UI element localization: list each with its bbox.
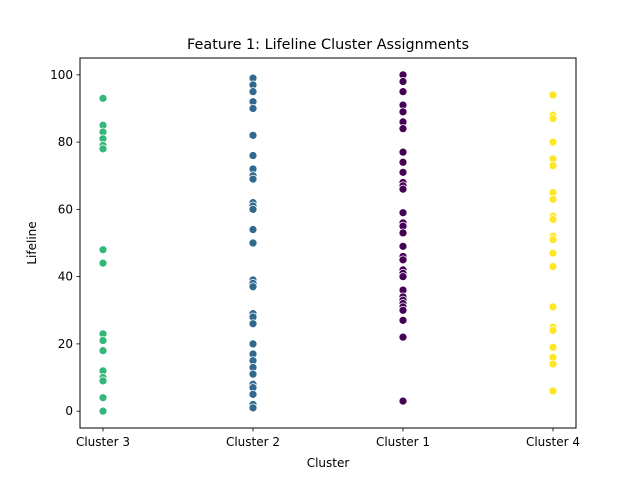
data-point bbox=[248, 87, 258, 97]
data-point bbox=[248, 403, 258, 413]
y-tick-label: 20 bbox=[58, 337, 73, 351]
data-point bbox=[398, 77, 408, 86]
y-tick-label: 100 bbox=[50, 68, 73, 82]
y-tick-label: 60 bbox=[58, 202, 73, 216]
data-point bbox=[398, 228, 408, 238]
data-point bbox=[398, 87, 408, 97]
y-tick-label: 0 bbox=[65, 404, 73, 418]
data-point bbox=[548, 248, 558, 258]
data-point bbox=[398, 107, 408, 117]
data-point bbox=[98, 336, 108, 345]
data-point bbox=[398, 208, 408, 218]
data-point bbox=[248, 104, 258, 113]
data-point bbox=[398, 147, 408, 157]
data-point bbox=[398, 305, 408, 315]
data-point bbox=[398, 167, 408, 177]
data-point bbox=[248, 151, 258, 160]
data-point bbox=[98, 376, 108, 386]
data-point bbox=[548, 114, 558, 123]
data-point bbox=[548, 137, 558, 147]
data-point bbox=[98, 245, 108, 255]
data-point bbox=[398, 255, 408, 265]
chart-title: Feature 1: Lifeline Cluster Assignments bbox=[187, 37, 469, 53]
data-point bbox=[248, 130, 258, 140]
data-point bbox=[398, 241, 408, 251]
data-point bbox=[398, 332, 408, 342]
data-point bbox=[248, 339, 258, 349]
data-point bbox=[398, 396, 408, 406]
data-point bbox=[398, 184, 408, 194]
data-point bbox=[248, 319, 258, 329]
y-axis: 0 20 40 60 80 100 bbox=[50, 68, 80, 418]
data-point bbox=[98, 406, 108, 416]
data-point bbox=[548, 386, 558, 396]
data-point bbox=[248, 225, 258, 234]
x-tick-label: Cluster 1 bbox=[376, 435, 430, 449]
data-point bbox=[548, 302, 558, 312]
data-points bbox=[98, 70, 558, 416]
data-point bbox=[398, 157, 408, 167]
data-point bbox=[398, 315, 408, 325]
data-point bbox=[548, 90, 558, 100]
data-point bbox=[248, 389, 258, 399]
data-point bbox=[98, 346, 108, 356]
x-axis-title: Cluster bbox=[307, 456, 350, 470]
x-axis: Cluster 3 Cluster 2 Cluster 1 Cluster 4 bbox=[76, 428, 580, 449]
y-tick-label: 40 bbox=[58, 270, 73, 284]
data-point bbox=[248, 238, 258, 248]
data-point bbox=[98, 393, 108, 403]
data-point bbox=[248, 282, 258, 292]
data-point bbox=[98, 258, 108, 268]
data-point bbox=[548, 342, 558, 352]
data-point bbox=[548, 235, 558, 245]
plot-area bbox=[79, 57, 577, 429]
data-point bbox=[398, 124, 408, 134]
x-tick-label: Cluster 4 bbox=[526, 435, 580, 449]
data-point bbox=[98, 93, 108, 103]
x-tick-label: Cluster 3 bbox=[76, 435, 130, 449]
data-point bbox=[248, 369, 258, 379]
data-point bbox=[98, 144, 108, 154]
y-tick-label: 80 bbox=[58, 135, 73, 149]
data-point bbox=[248, 174, 258, 184]
x-tick-label: Cluster 2 bbox=[226, 435, 280, 449]
data-point bbox=[548, 359, 558, 369]
data-point bbox=[248, 204, 258, 214]
data-point bbox=[548, 161, 558, 171]
data-point bbox=[548, 215, 558, 224]
data-point bbox=[548, 326, 558, 335]
data-point bbox=[548, 194, 558, 204]
data-point bbox=[398, 272, 408, 282]
y-axis-title: Lifeline bbox=[25, 221, 39, 264]
data-point bbox=[548, 262, 558, 271]
